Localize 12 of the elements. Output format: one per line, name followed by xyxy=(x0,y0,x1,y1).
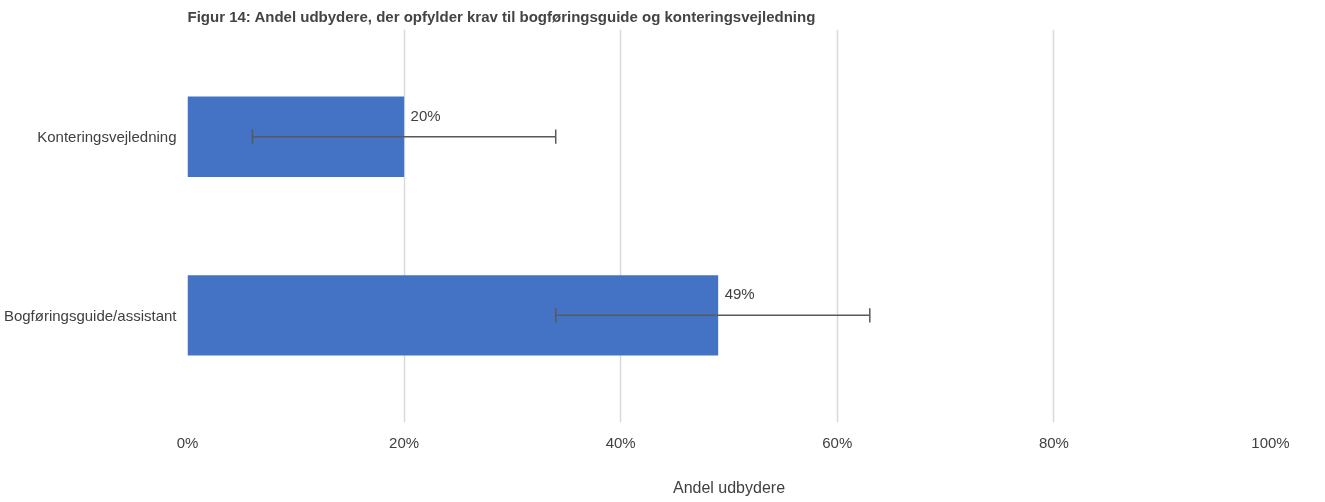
data-label: 20% xyxy=(410,106,441,124)
x-tick-label: 60% xyxy=(822,433,853,451)
x-axis-title: Andel udbydere xyxy=(672,478,786,496)
x-tick-label: 40% xyxy=(605,433,636,451)
x-tick-label: 20% xyxy=(389,433,420,451)
chart-title: Figur 14: Andel udbydere, der opfylder krav til bogføringsguide og konteringsvejledning xyxy=(187,7,816,25)
x-tick-label: 80% xyxy=(1038,433,1069,451)
data-label: 49% xyxy=(724,285,755,303)
x-tick-label: 100% xyxy=(1251,433,1290,451)
x-tick-label: 0% xyxy=(176,433,199,451)
y-tick-label: Konteringsvejledning xyxy=(37,128,177,146)
y-tick-label: Bogføringsguide/assistant xyxy=(3,306,178,324)
